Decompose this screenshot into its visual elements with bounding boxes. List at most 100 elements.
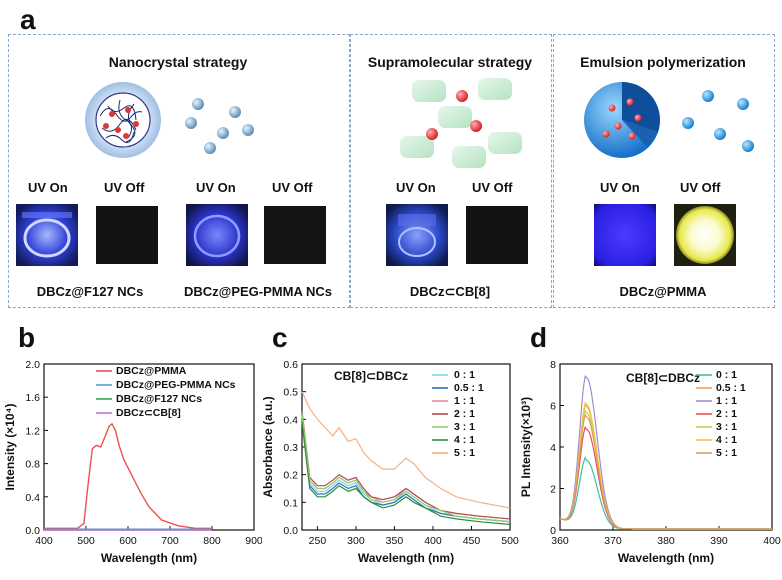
x-tick-label: 360 (551, 535, 569, 547)
y-tick-label: 0.0 (283, 525, 298, 537)
legend-entry: DBCz@F127 NCs (116, 393, 202, 405)
y-tick-label: 1.2 (25, 425, 40, 437)
uv-off-label: UV Off (680, 180, 721, 195)
legend-entry: 0.5 : 1 (716, 382, 746, 394)
x-tick-label: 250 (309, 535, 327, 547)
series-line-0 (559, 456, 772, 530)
legend-entry: 2 : 1 (454, 408, 475, 420)
series-line-2 (559, 375, 772, 530)
y-tick-label: 8 (550, 359, 556, 371)
legend-entry: 4 : 1 (454, 434, 475, 446)
series-line-2 (301, 416, 511, 520)
x-tick-label: 800 (203, 535, 221, 547)
photo-f127-uv-off (96, 206, 158, 264)
legend-entry: 5 : 1 (454, 447, 475, 459)
sample-label-f127: DBCz@F127 NCs (36, 284, 144, 299)
series-line-6 (301, 391, 511, 509)
x-axis-label: Wavelength (nm) (618, 551, 714, 565)
photo-pmma-uv-on (594, 204, 656, 266)
y-tick-label: 0.3 (283, 442, 298, 454)
y-tick-label: 0.0 (25, 525, 40, 537)
legend-entry: DBCz⊂CB[8] (116, 407, 181, 419)
y-tick-label: 0.4 (283, 414, 298, 426)
photo-f127-uv-on (16, 204, 78, 266)
chart-annotation: CB[8]⊂DBCz (626, 371, 700, 385)
emulsion-polymerization-box (553, 34, 775, 308)
series-line-3 (559, 425, 772, 530)
uv-on-label: UV On (600, 180, 640, 195)
legend-entry: 0.5 : 1 (454, 382, 484, 394)
x-tick-label: 400 (35, 535, 53, 547)
y-tick-label: 0.5 (283, 387, 298, 399)
sample-label-pmma: DBCz@PMMA (619, 284, 707, 299)
x-tick-label: 500 (501, 535, 519, 547)
schematic-illustrations (85, 78, 754, 168)
x-tick-label: 350 (386, 535, 404, 547)
y-axis-label: PL Intensity(×10³) (520, 397, 533, 497)
x-tick-label: 300 (347, 535, 365, 547)
panel-b-letter: b (18, 322, 36, 353)
x-tick-label: 700 (161, 535, 179, 547)
series-line-5 (301, 422, 511, 526)
x-tick-label: 400 (763, 535, 781, 547)
chart-annotation: CB[8]⊂DBCz (334, 369, 408, 383)
x-tick-label: 600 (119, 535, 137, 547)
panel-c-letter: c (272, 322, 288, 353)
uv-off-label: UV Off (104, 180, 145, 195)
legend-entry: 4 : 1 (716, 434, 737, 446)
y-axis-label: Absorbance (a.u.) (262, 396, 275, 497)
x-tick-label: 500 (77, 535, 95, 547)
y-tick-label: 0.4 (25, 492, 40, 504)
photo-pmma-uv-off-afterglow (674, 204, 736, 266)
legend-entry: 3 : 1 (454, 421, 475, 433)
chart-c-absorbance-spectra: 250 300 350 400 450 500 0.0 0.1 0.2 0.3 0.4 0.5 0.6 W… (262, 359, 519, 565)
panel-a-letter: a (20, 4, 36, 35)
x-tick-label: 370 (604, 535, 622, 547)
nanocrystal-sphere-icon (85, 82, 161, 158)
x-tick-label: 900 (245, 535, 262, 547)
photo-cb8-uv-on (386, 204, 448, 266)
supramolecular-strategy-box (350, 34, 552, 308)
legend-entry: DBCz@PMMA (116, 365, 187, 377)
x-tick-label: 450 (463, 535, 481, 547)
cucurbituril-host-guest-icon (400, 78, 522, 168)
x-tick-label: 380 (657, 535, 675, 547)
y-tick-label: 0.6 (283, 359, 298, 371)
series-line-0 (44, 422, 212, 529)
y-tick-label: 0.1 (283, 497, 298, 509)
x-tick-label: 390 (710, 535, 728, 547)
strategy-title-nanocrystal: Nanocrystal strategy (108, 54, 248, 70)
y-tick-label: 0.8 (25, 459, 40, 471)
photo-peg-pmma-uv-off (264, 206, 326, 264)
sample-label-peg-pmma: DBCz@PEG-PMMA NCs (184, 284, 332, 299)
y-tick-label: 0 (550, 525, 556, 537)
y-tick-label: 1.6 (25, 392, 40, 404)
legend-entry: 0 : 1 (454, 369, 475, 381)
y-tick-label: 2 (550, 484, 556, 496)
legend-entry: 1 : 1 (454, 395, 475, 407)
uv-on-label: UV On (28, 180, 68, 195)
x-axis-label: Wavelength (nm) (358, 551, 454, 565)
uv-off-label: UV Off (272, 180, 313, 195)
y-tick-label: 0.2 (283, 470, 298, 482)
pmma-sphere-cutaway-icon (584, 82, 660, 158)
panel-d-letter: d (530, 322, 548, 353)
chart-d-pl-titration-spectra: 360 370 380 390 400 0 2 4 6 8 Wavelength (nm) PL In… (520, 359, 781, 565)
series-line-0 (301, 413, 511, 523)
pmma-nanoparticles-icon (682, 90, 754, 152)
legend-entry: 1 : 1 (716, 395, 737, 407)
series-line-5 (559, 401, 772, 530)
series-line-4 (301, 413, 511, 523)
legend-entry: 0 : 1 (716, 369, 737, 381)
uv-off-label: UV Off (472, 180, 513, 195)
photo-cb8-uv-off (466, 206, 528, 264)
legend-entry: 5 : 1 (716, 447, 737, 459)
y-tick-label: 4 (550, 442, 556, 454)
legend-entry: 3 : 1 (716, 421, 737, 433)
y-axis-label: Intensity (×10⁴) (3, 404, 17, 491)
legend-entry: DBCz@PEG-PMMA NCs (116, 379, 236, 391)
x-tick-label: 400 (424, 535, 442, 547)
strategy-title-emulsion: Emulsion polymerization (580, 54, 746, 70)
y-tick-label: 2.0 (25, 359, 40, 371)
chart-b-pl-spectra: 400 500 600 700 800 900 0.0 0.4 0.8 1.2 1.6 2.0 Wave… (3, 359, 262, 565)
